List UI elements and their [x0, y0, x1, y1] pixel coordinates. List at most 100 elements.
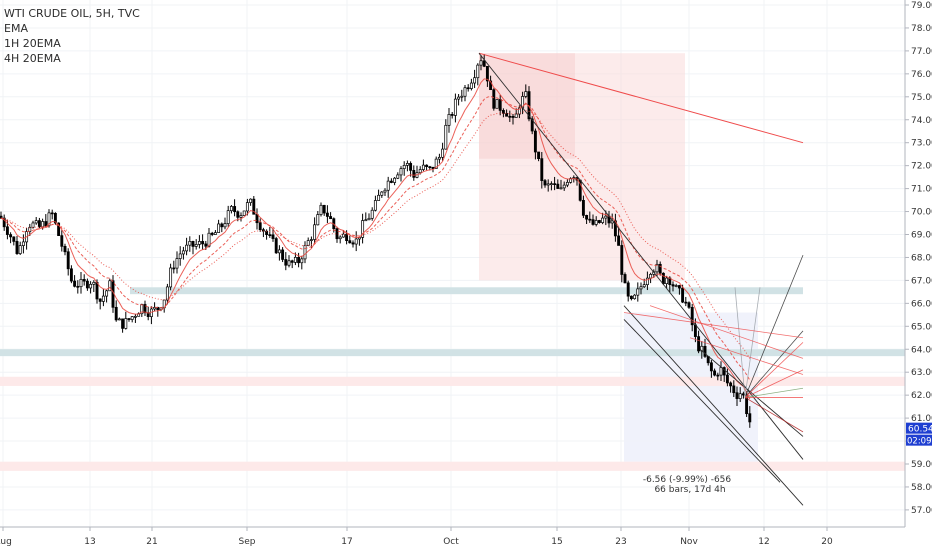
candle[interactable] — [674, 283, 678, 288]
candle[interactable] — [703, 338, 707, 358]
candle[interactable] — [501, 108, 505, 118]
candle[interactable] — [687, 301, 691, 309]
candle[interactable] — [297, 252, 301, 268]
candle[interactable] — [114, 300, 118, 322]
candle[interactable] — [124, 311, 128, 330]
candle[interactable] — [665, 275, 669, 289]
candle[interactable] — [585, 214, 589, 225]
candle[interactable] — [386, 176, 390, 198]
candle[interactable] — [34, 217, 38, 225]
candle[interactable] — [127, 318, 131, 322]
candle[interactable] — [735, 386, 739, 407]
candle[interactable] — [562, 181, 566, 191]
candle[interactable] — [639, 282, 643, 295]
candle[interactable] — [281, 247, 285, 263]
candle[interactable] — [194, 239, 198, 250]
candle[interactable] — [258, 218, 262, 232]
candle[interactable] — [229, 204, 233, 214]
candle[interactable] — [549, 181, 553, 191]
candle[interactable] — [405, 160, 409, 172]
candle[interactable] — [380, 191, 384, 198]
candle[interactable] — [370, 207, 374, 221]
candle[interactable] — [594, 216, 598, 227]
candle[interactable] — [322, 204, 326, 216]
candle[interactable] — [463, 84, 467, 102]
candle[interactable] — [287, 255, 291, 268]
fan-line[interactable] — [734, 287, 746, 398]
candle[interactable] — [409, 161, 413, 177]
candle[interactable] — [492, 88, 496, 111]
candle[interactable] — [354, 231, 358, 252]
fan-line[interactable] — [744, 387, 804, 398]
fan-line[interactable] — [744, 369, 804, 398]
candle[interactable] — [191, 240, 195, 255]
candle[interactable] — [108, 278, 112, 292]
candle[interactable] — [373, 195, 377, 212]
candle[interactable] — [98, 298, 102, 310]
candle[interactable] — [623, 272, 627, 284]
candle[interactable] — [210, 231, 214, 237]
candle[interactable] — [130, 316, 134, 323]
candle[interactable] — [217, 219, 221, 233]
fan-line-red[interactable] — [623, 312, 804, 339]
candle[interactable] — [559, 179, 563, 190]
candle[interactable] — [533, 128, 537, 160]
candle[interactable] — [597, 219, 601, 224]
candle[interactable] — [105, 289, 109, 303]
candle[interactable] — [313, 217, 317, 244]
candle[interactable] — [738, 387, 742, 402]
candle[interactable] — [393, 177, 397, 186]
ema-line-1[interactable] — [0, 78, 751, 400]
candle[interactable] — [351, 240, 355, 248]
candle[interactable] — [207, 227, 211, 248]
candle[interactable] — [729, 381, 733, 393]
candle[interactable] — [437, 153, 441, 164]
candle[interactable] — [620, 240, 624, 283]
candle[interactable] — [9, 232, 13, 244]
candle[interactable] — [709, 360, 713, 378]
candle[interactable] — [677, 284, 681, 295]
measure-box[interactable] — [624, 312, 758, 462]
candle[interactable] — [546, 179, 550, 192]
candle[interactable] — [479, 54, 483, 71]
candle[interactable] — [466, 84, 470, 92]
candle[interactable] — [47, 209, 51, 228]
candle[interactable] — [220, 222, 224, 233]
candle[interactable] — [498, 94, 502, 116]
zone-resistance_pink-2[interactable] — [0, 376, 905, 386]
candle[interactable] — [53, 212, 57, 225]
candle[interactable] — [300, 255, 304, 270]
candle[interactable] — [319, 202, 323, 217]
candle[interactable] — [249, 198, 253, 206]
candle[interactable] — [101, 289, 105, 307]
candle[interactable] — [725, 368, 729, 387]
candle[interactable] — [425, 164, 429, 171]
candle[interactable] — [364, 212, 368, 222]
candle[interactable] — [169, 263, 173, 291]
candle[interactable] — [565, 179, 569, 188]
candle[interactable] — [117, 317, 121, 321]
candle[interactable] — [697, 330, 701, 354]
candle[interactable] — [153, 302, 157, 312]
candle[interactable] — [722, 366, 726, 382]
trendline-red[interactable] — [478, 52, 804, 144]
candle[interactable] — [389, 178, 393, 184]
candle[interactable] — [367, 213, 371, 221]
channel-line[interactable] — [478, 52, 804, 460]
candle[interactable] — [143, 300, 147, 317]
candle[interactable] — [485, 65, 489, 87]
candle[interactable] — [658, 261, 662, 276]
candle[interactable] — [447, 107, 451, 133]
candle[interactable] — [79, 271, 83, 294]
candle[interactable] — [556, 179, 560, 189]
candle[interactable] — [82, 274, 86, 286]
candle[interactable] — [690, 303, 694, 332]
fan-line-red[interactable] — [689, 337, 804, 375]
candle[interactable] — [226, 205, 230, 227]
candle[interactable] — [473, 69, 477, 89]
candle[interactable] — [441, 142, 445, 161]
fan-line[interactable] — [744, 342, 804, 398]
candle[interactable] — [69, 265, 73, 284]
